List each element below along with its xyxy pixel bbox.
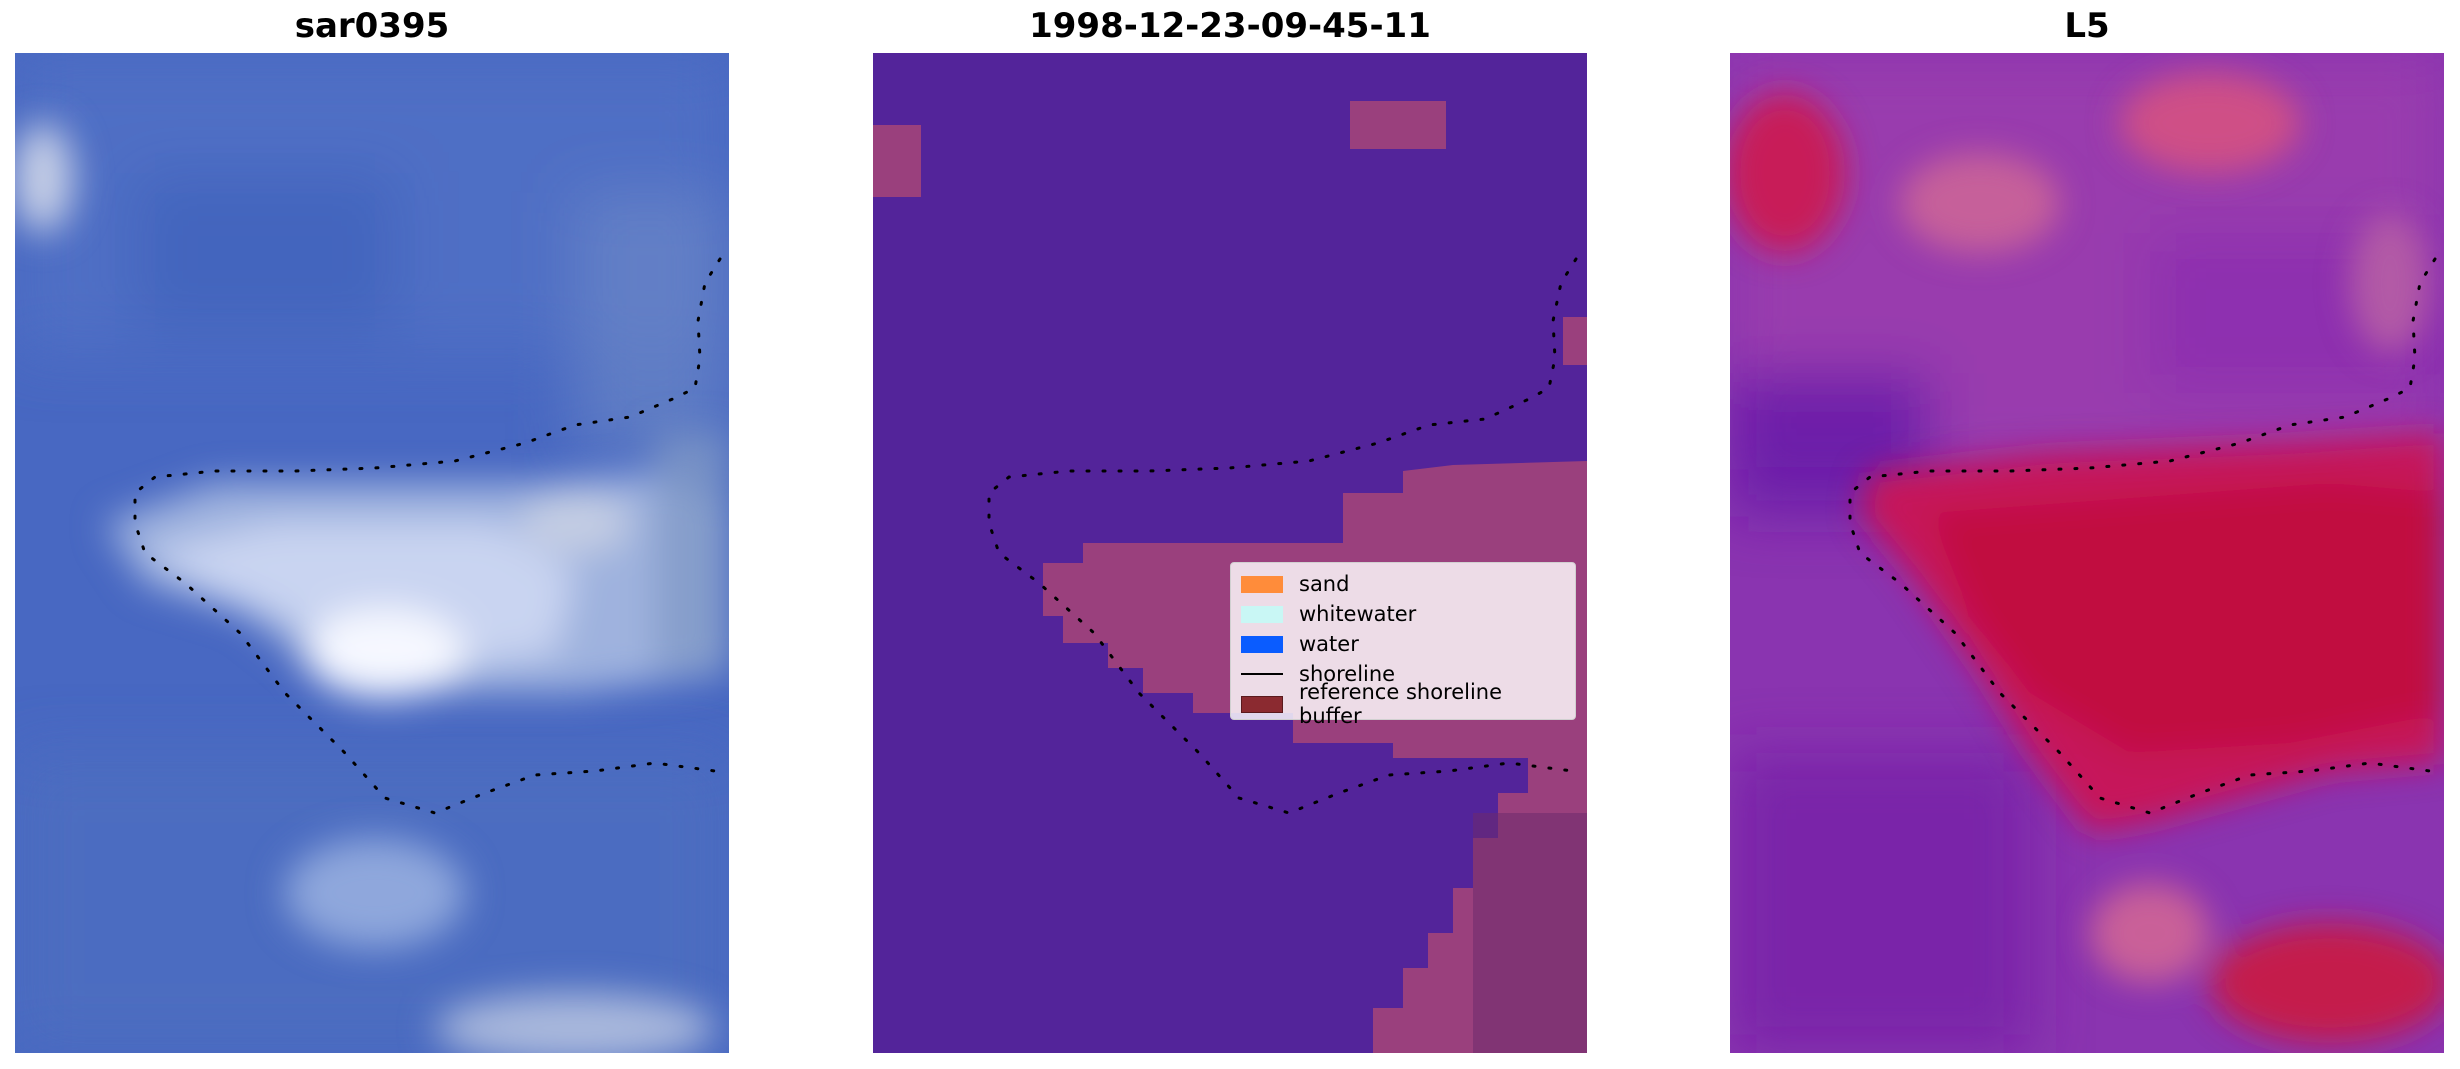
rgb-image [15,53,729,1053]
shoreline-line [1848,257,2437,815]
legend-label-sand: sand [1299,572,1350,596]
panel-title-rgb: sar0395 [294,6,450,46]
legend-swatch-water [1241,635,1283,653]
index-image-panel [1730,53,2444,1053]
index-image [1730,53,2444,1053]
legend-item-shoreline: shoreline [1241,659,1565,689]
legend-label-reference-buffer: reference shoreline buffer [1299,680,1503,728]
rgb-image-panel [15,53,729,1053]
legend-label-water: water [1299,632,1359,656]
legend-item-sand: sand [1241,569,1565,599]
classified-image-panel [873,53,1587,1053]
legend-item-reference-buffer: reference shoreline buffer [1241,680,1565,728]
legend-label-whitewater: whitewater [1299,602,1417,626]
classified-image [873,53,1587,1053]
legend-item-water: water [1241,629,1565,659]
legend-label-shoreline: shoreline [1299,662,1396,686]
panel-title-index: L5 [2064,6,2110,46]
legend-swatch-shoreline [1241,673,1283,675]
legend-swatch-reference-buffer [1241,695,1283,713]
shoreline-line [133,257,722,815]
legend-swatch-sand [1241,575,1283,593]
shoreline-line [987,257,1578,815]
legend-item-whitewater: whitewater [1241,599,1565,629]
panel-title-classified: 1998-12-23-09-45-11 [1029,6,1431,46]
legend-swatch-whitewater [1241,605,1283,623]
legend: sand whitewater water shoreline referenc… [1230,562,1576,728]
